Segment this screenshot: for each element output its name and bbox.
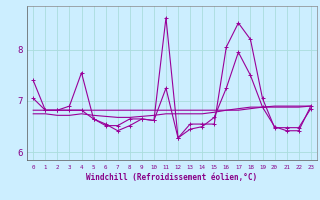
X-axis label: Windchill (Refroidissement éolien,°C): Windchill (Refroidissement éolien,°C) [86, 173, 258, 182]
